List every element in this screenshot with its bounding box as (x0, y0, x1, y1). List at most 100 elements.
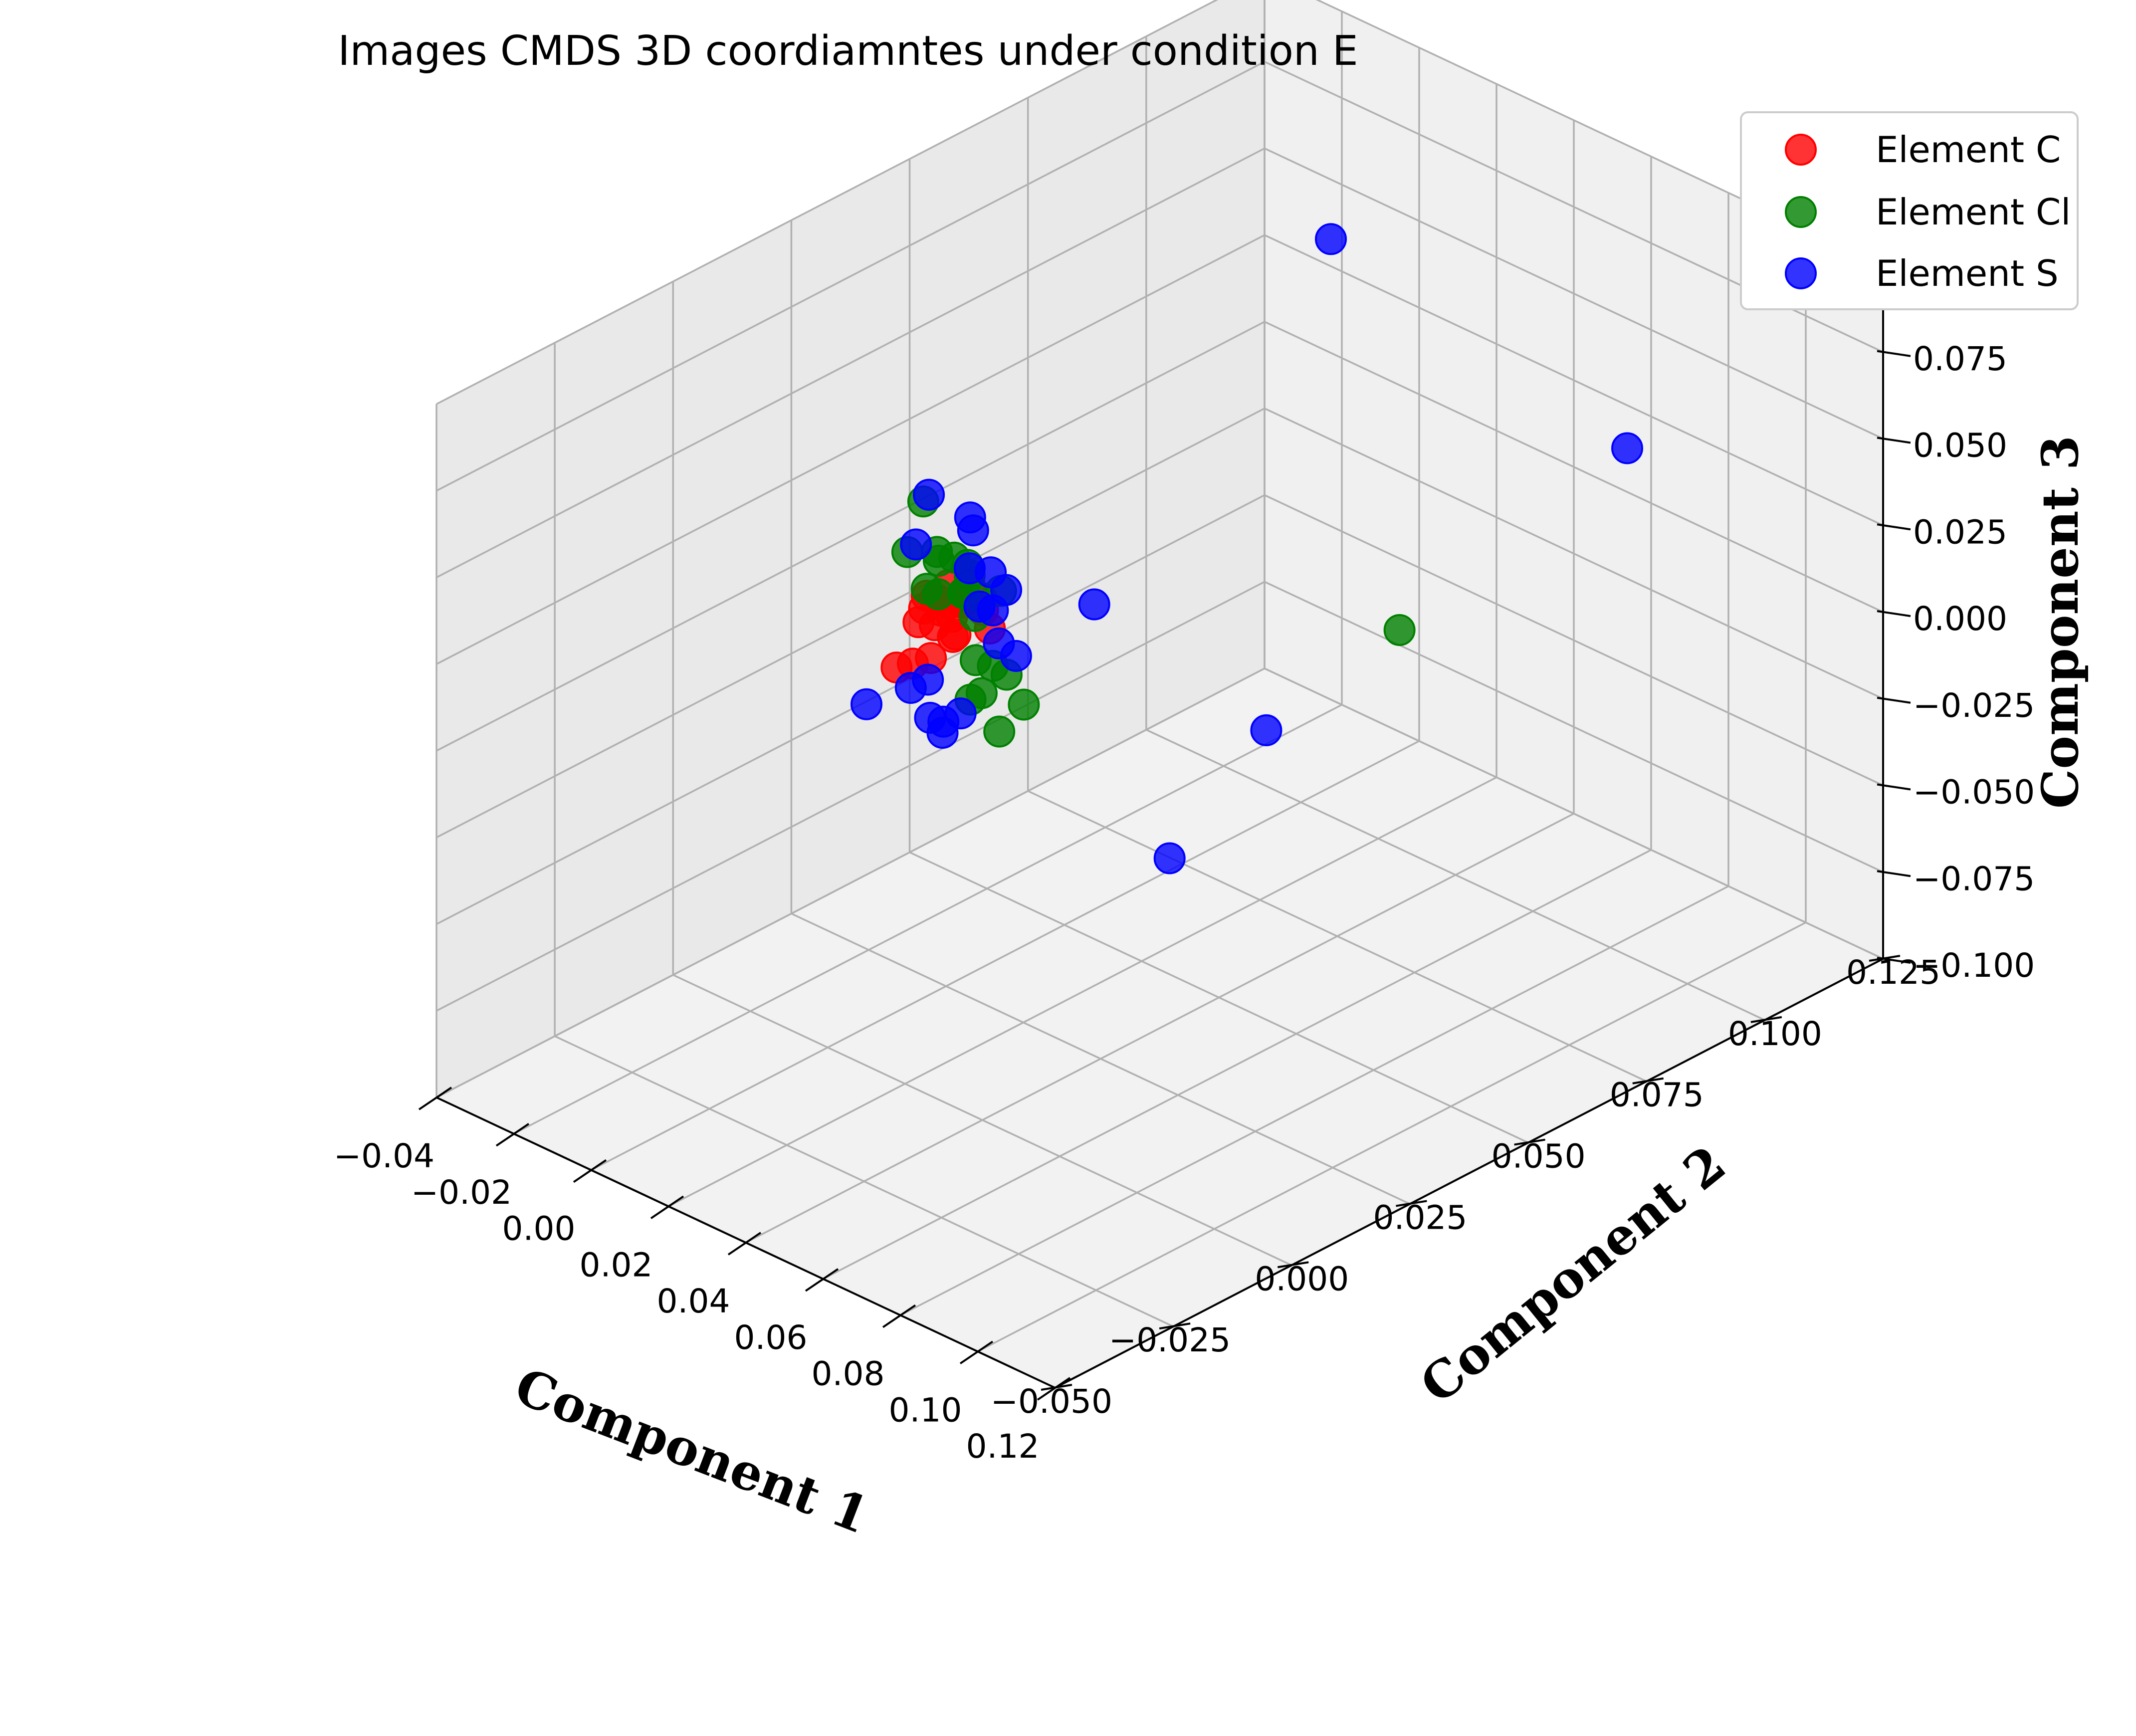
y-tick-label: 0.100 (1728, 1015, 1822, 1053)
y-tick-label: 0.000 (1255, 1260, 1349, 1298)
y-tick-mark (1514, 1138, 1545, 1146)
grid-line-z-left (436, 581, 1265, 1012)
x-tick-mark (882, 1304, 916, 1328)
grid-line-z-left (436, 147, 1265, 579)
grid-line-y-floor (1027, 790, 1647, 1083)
data-point-element-s (851, 688, 882, 720)
data-point-element-s (1315, 223, 1347, 255)
data-point-element-s (1000, 640, 1032, 672)
y-tick-label: −0.025 (1109, 1321, 1231, 1359)
grid-line-x-floor (668, 776, 1497, 1207)
grid-line-z-back (1264, 494, 1884, 787)
grid-line-x-floor (823, 849, 1652, 1280)
grid-line-x-floor (745, 813, 1574, 1244)
data-point-element-s (990, 574, 1023, 606)
y-tick-mark (1041, 1384, 1072, 1391)
z-tick-label: 0.075 (1913, 340, 2007, 378)
legend-label-element-c: Element C (1876, 129, 2061, 171)
chart-title: Images CMDS 3D coordiamntes under condit… (338, 27, 1358, 75)
grid-line-z-left (436, 321, 1265, 752)
grid-line-x-floor (591, 740, 1420, 1171)
grid-line-z-left (436, 494, 1265, 925)
grid-line-x-floor (513, 704, 1342, 1135)
x-tick-label: −0.02 (411, 1173, 512, 1212)
grid-line-z-back (1264, 321, 1884, 613)
data-point-element-cl (1008, 688, 1040, 721)
grid-line-z-left (436, 408, 1265, 839)
grid-line-z-left (436, 0, 1219, 405)
grid-line-z-back (1264, 147, 1884, 440)
z-tick-mark (1877, 436, 1911, 444)
x-tick-mark (495, 1123, 530, 1147)
x-tick-label: 0.04 (657, 1282, 730, 1320)
grid-line-z-back (1264, 408, 1884, 700)
grid-line-z-left (436, 61, 1265, 492)
grid-line-z-back (1264, 667, 1884, 960)
z-tick-mark (1877, 610, 1911, 617)
x-tick-label: 0.12 (966, 1427, 1040, 1466)
data-point-element-s (1611, 432, 1643, 464)
z-tick-mark (1877, 523, 1911, 531)
y-tick-mark (1632, 1077, 1664, 1085)
x-tick-mark (805, 1268, 839, 1292)
grid-line-y-floor (1146, 729, 1765, 1021)
x-tick-label: 0.02 (580, 1246, 653, 1284)
data-points (851, 223, 1643, 874)
grid-line-y-floor (672, 974, 1292, 1266)
y-tick-mark (1277, 1261, 1309, 1269)
z-tick-mark (1877, 696, 1911, 704)
x-tick-label: 0.08 (812, 1355, 885, 1393)
x-tick-mark (573, 1159, 607, 1183)
z-tick-label: 0.050 (1913, 427, 2007, 465)
x-tick-mark (650, 1195, 684, 1219)
x-tick-mark (418, 1086, 452, 1110)
grid-line-x-floor (900, 885, 1729, 1316)
z-axis-label: Component 3 (2031, 435, 2090, 809)
data-point-element-s (913, 478, 945, 511)
legend: Element C Element Cl Element S (1740, 111, 2079, 310)
y-tick-label: 0.050 (1492, 1137, 1586, 1176)
legend-marker-element-cl (1785, 196, 1817, 228)
y-tick-mark (1750, 1016, 1782, 1023)
z-tick-label: −0.100 (1913, 946, 2035, 985)
grid-lines (435, 0, 1884, 1389)
y-axis-line (1055, 958, 1884, 1389)
data-point-element-s (1250, 714, 1282, 746)
grid-line-y-floor (554, 1035, 1174, 1327)
data-point-element-c (937, 621, 969, 653)
z-tick-label: 0.000 (1913, 600, 2007, 638)
x-tick-mark (727, 1232, 762, 1256)
z-tick-label: −0.075 (1913, 860, 2035, 898)
data-point-element-s (926, 717, 959, 749)
y-tick-mark (1396, 1200, 1427, 1207)
z-tick-mark (1877, 957, 1911, 964)
grid-line-z-back (1264, 234, 1884, 526)
data-point-element-s (1078, 588, 1110, 621)
x-tick-mark (959, 1340, 994, 1364)
z-tick-mark (1877, 783, 1911, 791)
grid-line-x-floor (977, 921, 1806, 1352)
legend-label-element-cl: Element Cl (1876, 191, 2071, 233)
grid-line-z-left (436, 234, 1265, 665)
y-tick-label: 0.025 (1373, 1198, 1467, 1237)
grid-line-y-floor (791, 912, 1411, 1205)
z-tick-mark (1877, 870, 1911, 877)
data-point-element-cl (1383, 614, 1416, 646)
y-tick-mark (1159, 1322, 1191, 1330)
data-point-element-s (1153, 842, 1186, 874)
legend-marker-element-s (1785, 257, 1817, 289)
z-tick-label: −0.050 (1913, 773, 2035, 812)
grid-line-y-floor (909, 851, 1529, 1144)
x-tick-mark (1037, 1377, 1071, 1401)
y-tick-label: −0.050 (991, 1382, 1112, 1421)
grid-line-z-back (1264, 581, 1884, 873)
data-point-element-cl (983, 715, 1016, 748)
z-tick-label: −0.025 (1913, 686, 2035, 725)
y-tick-label: 0.075 (1610, 1076, 1704, 1114)
z-tick-label: 0.025 (1913, 513, 2007, 551)
data-point-element-s (957, 514, 989, 547)
legend-box (1740, 111, 2079, 310)
grid-line-z-left (436, 667, 1265, 1098)
left-wall-pane (436, 0, 1265, 1097)
z-tick-mark (1877, 350, 1911, 357)
